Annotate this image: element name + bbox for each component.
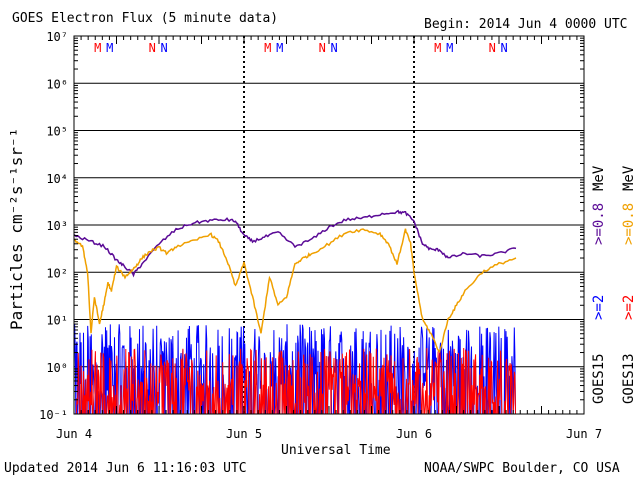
y-tick-label: 10² <box>46 266 68 280</box>
agency-credit: NOAA/SWPC Boulder, CO USA <box>424 461 620 476</box>
y-tick-label: 10⁴ <box>46 172 68 186</box>
legend-goes15-08mev: >=0.8 <box>591 203 607 245</box>
marker-label: N <box>149 41 156 55</box>
x-tick-label: Jun 5 <box>226 427 262 441</box>
y-tick-label: 10⁷ <box>46 30 68 44</box>
updated-timestamp: Updated 2014 Jun 6 11:16:03 UTC <box>4 461 247 476</box>
chart-title: GOES Electron Flux (5 minute data) <box>12 11 278 26</box>
y-tick-label: 10⁶ <box>46 77 68 91</box>
marker-label: M <box>276 41 283 55</box>
marker-label: N <box>500 41 507 55</box>
x-tick-label: Jun 7 <box>566 427 602 441</box>
marker-label: N <box>330 41 337 55</box>
y-tick-label: 10⁻¹ <box>39 408 68 422</box>
legend-goes13-2mev: >=2 <box>621 295 637 320</box>
legend-goes15-2mev: >=2 <box>591 295 607 320</box>
legend-goes13-08mev: >=0.8 <box>621 203 637 245</box>
marker-label: N <box>319 41 326 55</box>
x-tick-labels: Jun 4 Jun 5 Jun 6 Jun 7 <box>56 427 602 441</box>
begin-date: Begin: 2014 Jun 4 0000 UTC <box>424 17 628 32</box>
marker-label: M <box>264 41 271 55</box>
x-axis-label: Universal Time <box>281 443 391 458</box>
marker-label: M <box>446 41 453 55</box>
x-tick-label: Jun 4 <box>56 427 92 441</box>
y-tick-label: 10⁵ <box>46 125 68 139</box>
marker-label: N <box>489 41 496 55</box>
marker-label: M <box>94 41 101 55</box>
marker-label: M <box>434 41 441 55</box>
y-tick-labels: 10⁻¹ 10⁰ 10¹ 10² 10³ 10⁴ 10⁵ 10⁶ 10⁷ <box>39 30 68 422</box>
x-tick-label: Jun 6 <box>396 427 432 441</box>
series-goes15_08 <box>73 209 517 278</box>
right-legend: GOES15 GOES13 >=2 >=2 >=0.8 >=0.8 MeV Me… <box>591 165 637 404</box>
y-axis-label: Particles cm⁻²s⁻¹sr⁻¹ <box>7 128 26 330</box>
marker-label: N <box>160 41 167 55</box>
y-tick-label: 10¹ <box>46 314 68 328</box>
y-tick-label: 10³ <box>46 219 68 233</box>
marker-label: M <box>106 41 113 55</box>
y-tick-label: 10⁰ <box>46 361 68 375</box>
legend-goes15: GOES15 <box>591 353 607 404</box>
series-layer <box>73 209 517 415</box>
legend-goes13: GOES13 <box>621 353 637 404</box>
axes <box>73 35 585 415</box>
legend-unit-goes15: MeV <box>591 165 607 191</box>
series-goes13_08 <box>73 228 517 354</box>
legend-unit-goes13: MeV <box>621 165 637 191</box>
